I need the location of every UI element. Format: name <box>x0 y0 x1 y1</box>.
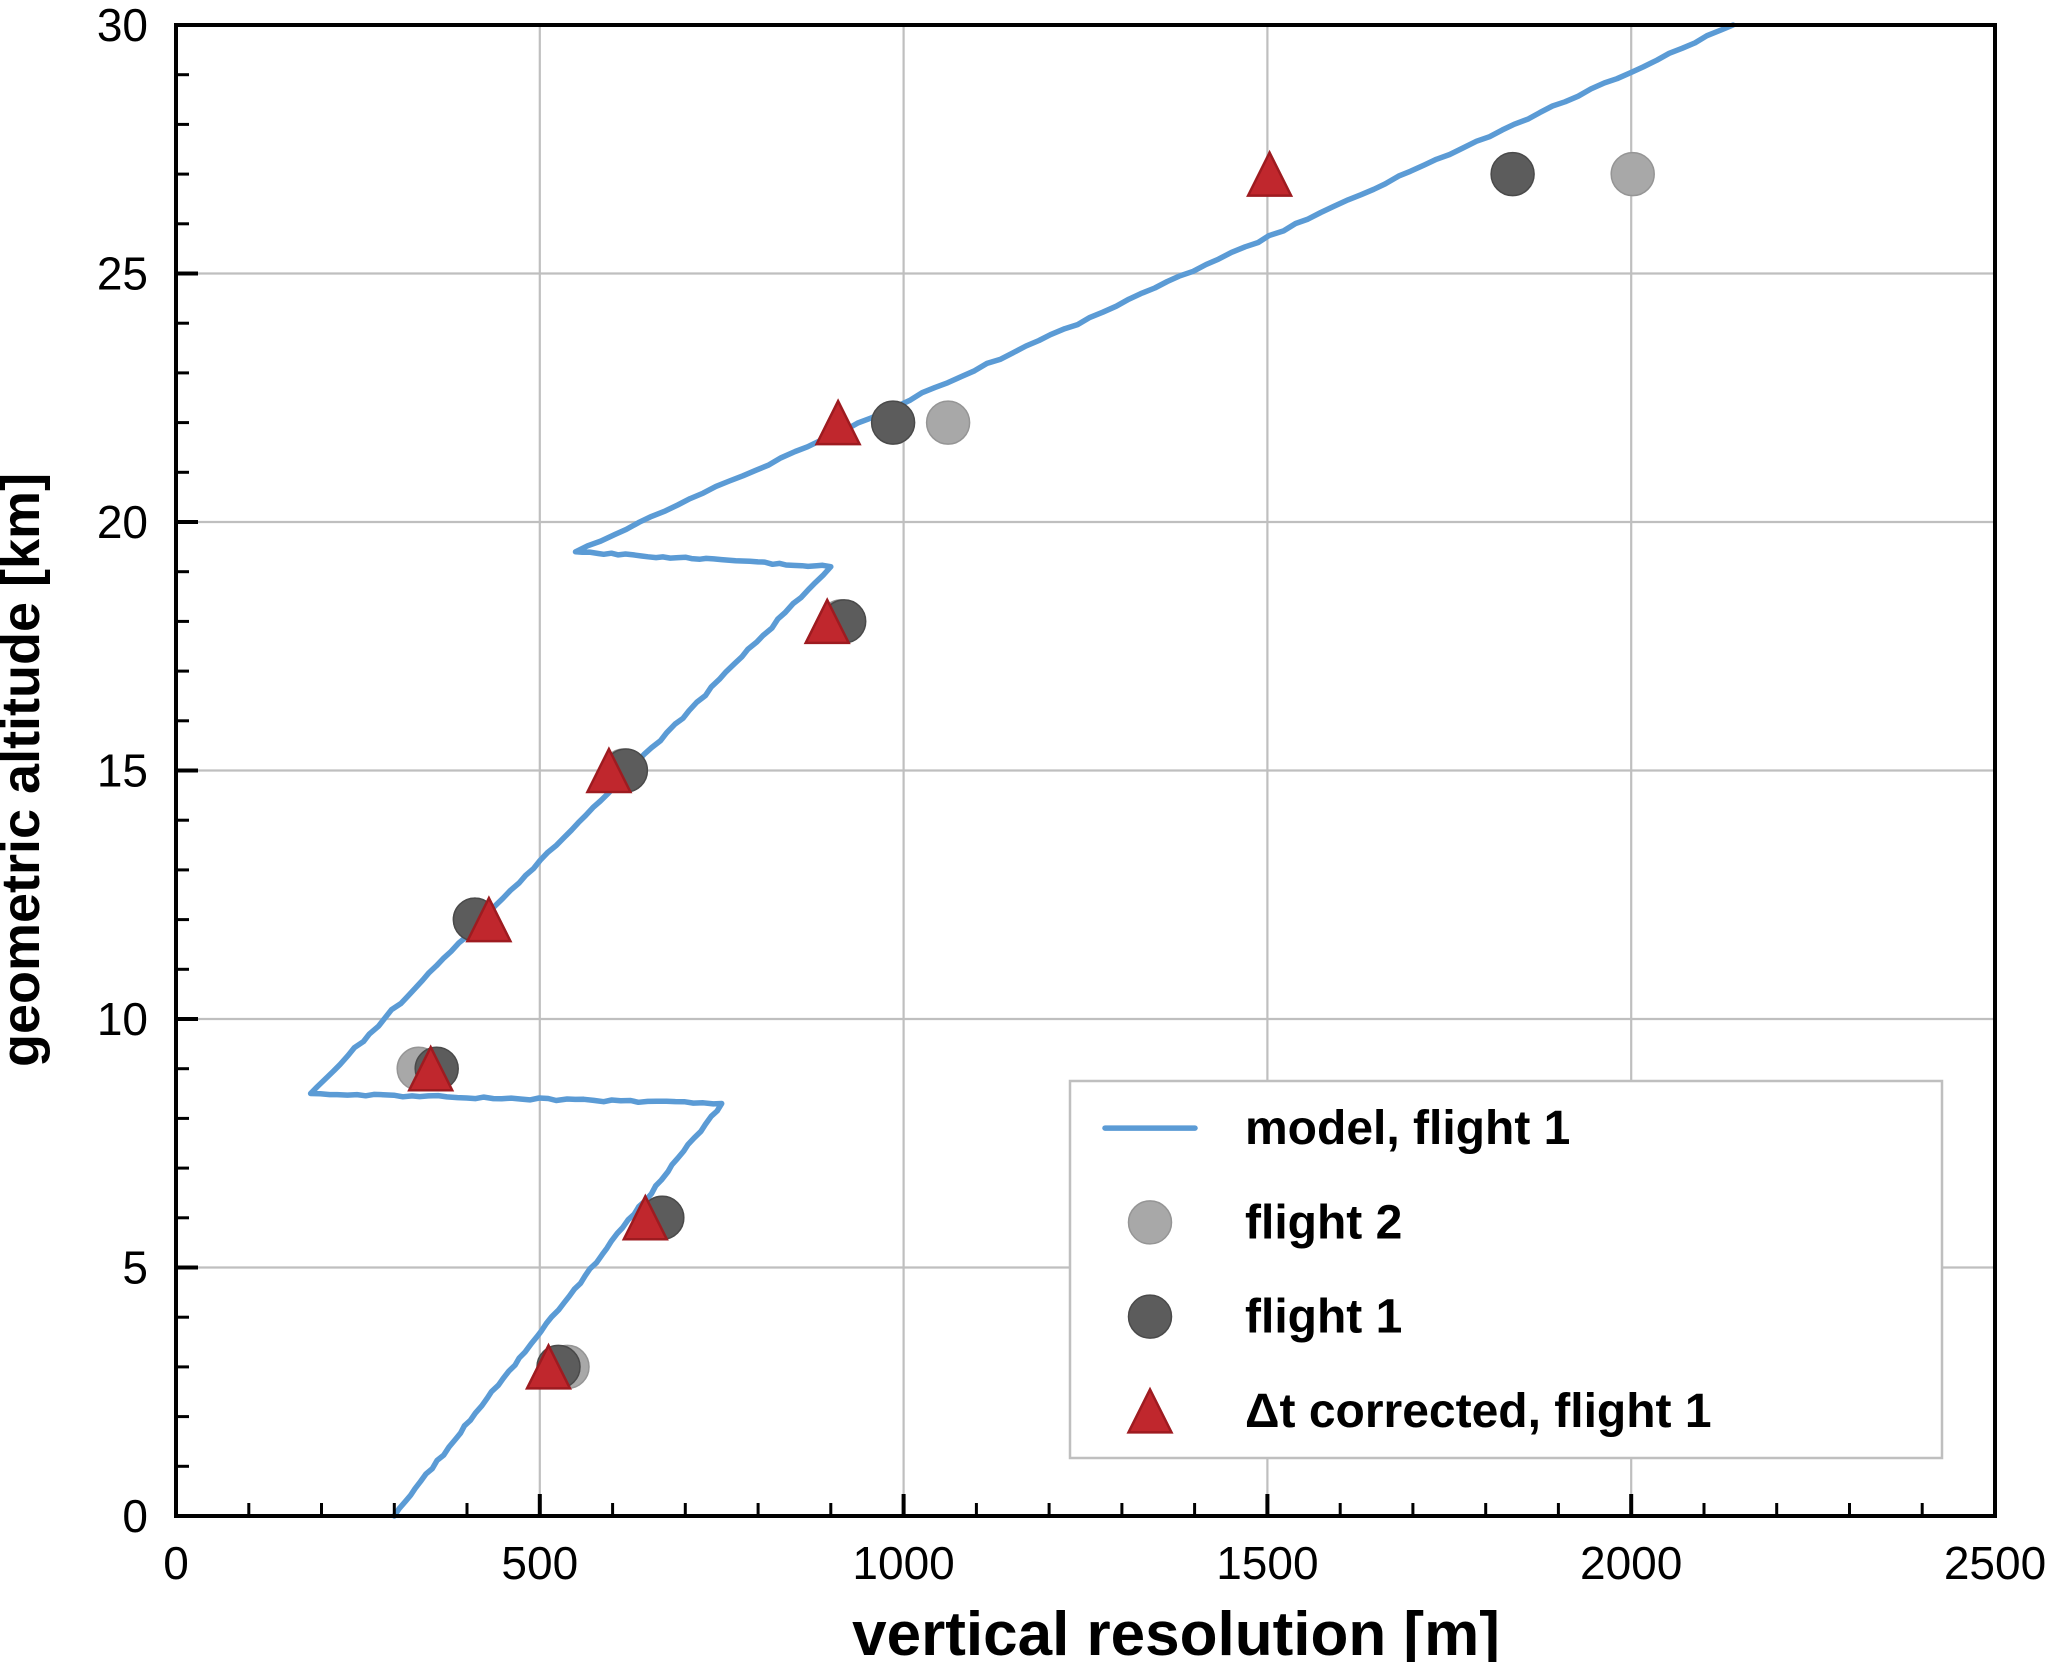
svg-text:10: 10 <box>97 993 148 1045</box>
svg-text:flight 2: flight 2 <box>1245 1196 1402 1249</box>
svg-text:geometric altitude [km]: geometric altitude [km] <box>0 473 51 1067</box>
svg-text:vertical resolution [m]: vertical resolution [m] <box>852 1600 1500 1662</box>
svg-text:15: 15 <box>97 745 148 797</box>
svg-text:25: 25 <box>97 248 148 300</box>
svg-text:0: 0 <box>163 1537 189 1589</box>
svg-text:5: 5 <box>122 1242 148 1294</box>
svg-text:30: 30 <box>97 0 148 51</box>
svg-text:20: 20 <box>97 496 148 548</box>
svg-text:500: 500 <box>501 1537 578 1589</box>
svg-text:flight 1: flight 1 <box>1245 1291 1402 1344</box>
svg-text:2000: 2000 <box>1580 1537 1682 1589</box>
svg-text:model, flight 1: model, flight 1 <box>1245 1102 1570 1155</box>
svg-text:1500: 1500 <box>1216 1537 1318 1589</box>
svg-text:1000: 1000 <box>852 1537 954 1589</box>
svg-text:2500: 2500 <box>1944 1537 2046 1589</box>
svg-text:0: 0 <box>122 1490 148 1542</box>
svg-text:Δt corrected, flight 1: Δt corrected, flight 1 <box>1245 1385 1712 1438</box>
